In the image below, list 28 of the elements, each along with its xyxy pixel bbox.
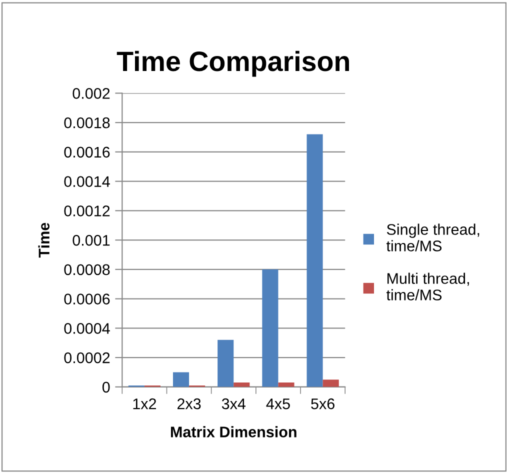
x-tick-label: 1x2	[133, 398, 156, 410]
y-axis-title: Time	[38, 222, 50, 258]
y-tick-label: 0.001	[72, 234, 110, 246]
bar	[262, 269, 278, 387]
y-tick-label: 0.0014	[64, 176, 110, 187]
bar	[234, 382, 250, 387]
bar	[172, 372, 190, 387]
bar	[322, 380, 339, 387]
y-tick-label: 0.0012	[64, 206, 110, 216]
y-tick-label: 0.0002	[64, 352, 110, 364]
y-tick-label: 0	[102, 382, 110, 393]
y-tick-label: 0.0018	[64, 117, 110, 128]
x-axis-title: Matrix Dimension	[170, 426, 296, 438]
bar	[218, 340, 234, 387]
y-tick-label: 0.0004	[64, 323, 110, 334]
x-tick-label: 4x5	[266, 398, 290, 410]
bar	[306, 134, 323, 387]
y-tick-label: 0.0008	[64, 264, 110, 276]
y-tick-label: 0.002	[72, 88, 110, 99]
x-tick-label: 2x3	[177, 398, 201, 410]
legend-label: Single thread, time/MS	[386, 224, 480, 252]
y-tick-label: 0.0006	[64, 294, 110, 304]
legend-label: Multi thread, time/MS	[386, 272, 469, 300]
x-tick-label: 5x6	[311, 398, 334, 410]
y-tick-label: 0.0016	[64, 146, 110, 158]
chart-title: Time Comparison	[116, 50, 349, 77]
bar	[278, 382, 294, 387]
x-tick-label: 3x4	[222, 398, 246, 410]
